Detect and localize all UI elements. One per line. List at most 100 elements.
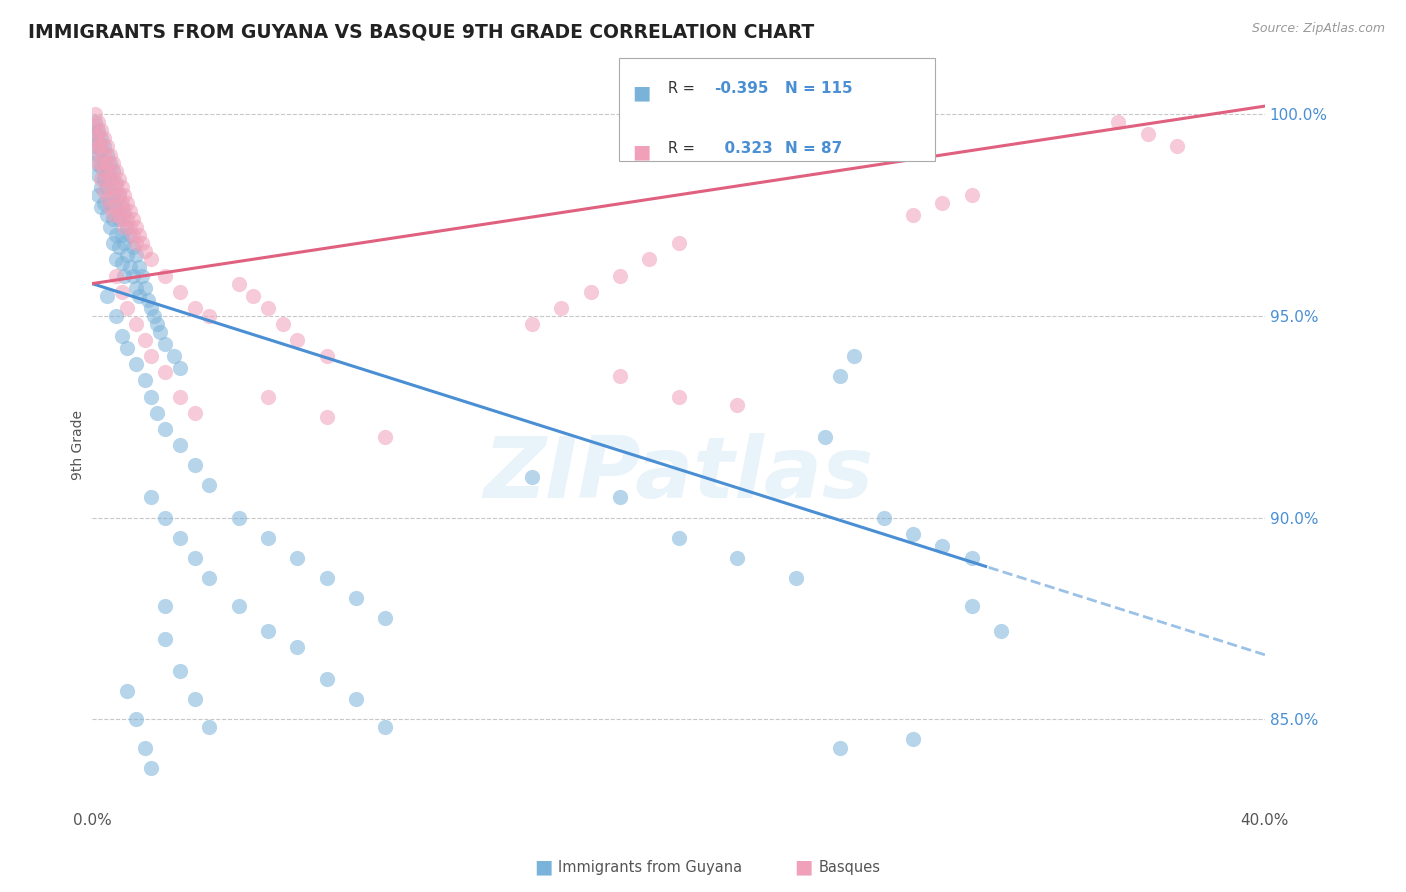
Text: N = 115: N = 115 xyxy=(785,81,852,96)
Point xyxy=(184,458,207,472)
Point xyxy=(155,268,177,283)
Point xyxy=(128,228,150,243)
Point xyxy=(101,187,124,202)
Point xyxy=(98,195,121,210)
Point xyxy=(90,131,112,145)
Point xyxy=(101,208,124,222)
Point xyxy=(668,390,690,404)
Point xyxy=(287,333,309,347)
Point xyxy=(579,285,602,299)
Point xyxy=(125,317,148,331)
Point xyxy=(110,212,132,227)
Point xyxy=(287,640,309,654)
Point xyxy=(169,438,191,452)
Point xyxy=(155,599,177,614)
Point xyxy=(90,160,112,174)
Point xyxy=(1166,139,1188,153)
Point xyxy=(87,128,110,142)
Point xyxy=(110,285,132,299)
Point xyxy=(84,139,107,153)
Point xyxy=(128,260,150,275)
Point xyxy=(93,184,115,198)
Point xyxy=(184,692,207,706)
Point xyxy=(84,115,107,129)
Point xyxy=(145,317,167,331)
Point xyxy=(122,228,145,243)
Text: IMMIGRANTS FROM GUYANA VS BASQUE 9TH GRADE CORRELATION CHART: IMMIGRANTS FROM GUYANA VS BASQUE 9TH GRA… xyxy=(28,22,814,41)
Point xyxy=(520,317,543,331)
Point xyxy=(125,712,148,726)
Point xyxy=(149,325,172,339)
Point xyxy=(104,309,127,323)
Point xyxy=(901,732,924,747)
Point xyxy=(169,361,191,376)
Point xyxy=(184,301,207,315)
Point xyxy=(104,200,127,214)
Point xyxy=(110,329,132,343)
Point xyxy=(609,369,631,384)
Point xyxy=(960,599,983,614)
Point xyxy=(315,409,337,424)
Point xyxy=(668,531,690,545)
Text: Basques: Basques xyxy=(818,860,880,874)
Point xyxy=(93,131,115,145)
Point xyxy=(139,761,162,775)
Point xyxy=(344,591,367,606)
Point xyxy=(117,212,139,227)
Point xyxy=(125,357,148,371)
Point xyxy=(960,551,983,566)
Point xyxy=(131,268,153,283)
Point xyxy=(134,280,156,294)
Point xyxy=(128,289,150,303)
Point xyxy=(125,248,148,262)
Point xyxy=(93,163,115,178)
Point xyxy=(257,624,280,638)
Point xyxy=(134,740,156,755)
Point xyxy=(139,491,162,505)
Point xyxy=(184,551,207,566)
Point xyxy=(155,510,177,524)
Point xyxy=(90,179,112,194)
Point xyxy=(107,171,129,186)
Point xyxy=(87,187,110,202)
Point xyxy=(96,179,118,194)
Point xyxy=(120,260,142,275)
Point xyxy=(84,120,107,134)
Point xyxy=(96,139,118,153)
Point xyxy=(155,632,177,646)
Point xyxy=(98,147,121,161)
Point xyxy=(96,155,118,169)
Point xyxy=(87,115,110,129)
Point xyxy=(125,220,148,235)
Point xyxy=(145,406,167,420)
Point xyxy=(155,365,177,379)
Point xyxy=(101,163,124,178)
Point xyxy=(107,187,129,202)
Point xyxy=(242,289,264,303)
Point xyxy=(131,236,153,251)
Text: ■: ■ xyxy=(633,143,651,161)
Point xyxy=(120,228,142,243)
Point xyxy=(98,163,121,178)
Point xyxy=(90,155,112,169)
Point xyxy=(117,248,139,262)
Point xyxy=(931,539,953,553)
Text: ■: ■ xyxy=(794,857,813,877)
Point xyxy=(98,200,121,214)
Point xyxy=(104,252,127,267)
Point xyxy=(257,390,280,404)
Point xyxy=(117,195,139,210)
Point xyxy=(101,212,124,227)
Point xyxy=(93,195,115,210)
Text: 0.323: 0.323 xyxy=(714,141,773,156)
Point xyxy=(315,672,337,686)
Point xyxy=(844,349,866,363)
Point xyxy=(163,349,186,363)
Point xyxy=(117,220,139,235)
Point xyxy=(828,740,851,755)
Point xyxy=(96,147,118,161)
Point xyxy=(110,228,132,243)
Point xyxy=(169,390,191,404)
Point xyxy=(960,187,983,202)
Point xyxy=(87,168,110,182)
